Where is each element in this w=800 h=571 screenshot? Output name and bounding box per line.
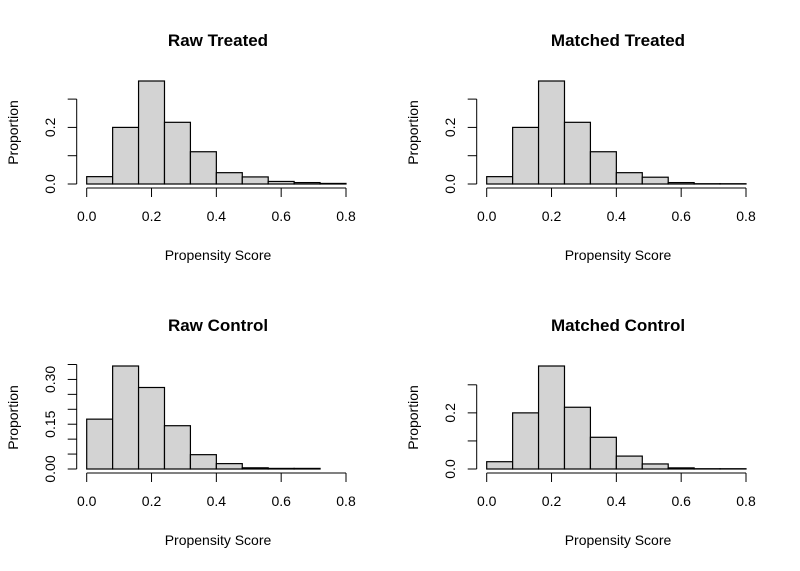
histogram-bar <box>563 406 592 470</box>
y-tick-label: 0.00 <box>42 455 58 482</box>
y-tick-label: 0.0 <box>442 459 458 479</box>
histogram-bar <box>215 463 243 470</box>
panel-title: Matched Control <box>551 316 685 335</box>
y-tick-label: 0.2 <box>42 117 58 137</box>
histogram-bar <box>641 176 669 185</box>
y-axis-label: Proportion <box>405 100 421 165</box>
histogram-bar <box>189 454 217 470</box>
x-tick-label: 0.4 <box>207 493 227 509</box>
histogram-bar <box>86 176 114 185</box>
y-axis-label: Proportion <box>5 100 21 165</box>
y-tick-label: 0.30 <box>42 366 58 393</box>
histogram-panel: 0.0 0.2 0.4 0.6 0.8 0.00 0.15 0.30 Raw Control Pr… <box>5 316 356 548</box>
x-tick-label: 0.8 <box>736 208 756 224</box>
x-tick-label: 0.0 <box>77 208 97 224</box>
x-tick-label: 0.2 <box>142 493 162 509</box>
histogram-bar <box>137 386 166 470</box>
x-tick-label: 0.2 <box>142 208 162 224</box>
histogram-bar <box>293 181 321 185</box>
panel-title: Matched Treated <box>551 31 685 50</box>
histogram-bar <box>241 467 269 470</box>
x-tick-label: 0.4 <box>607 493 627 509</box>
histogram-bar <box>86 418 114 470</box>
histogram-bar <box>589 436 617 470</box>
x-tick-label: 0.6 <box>271 208 291 224</box>
histogram-bar <box>215 172 243 185</box>
y-tick-label: 0.2 <box>442 403 458 423</box>
x-tick-label: 0.8 <box>336 493 356 509</box>
x-tick-label: 0.0 <box>77 493 97 509</box>
x-tick-label: 0.8 <box>736 493 756 509</box>
histogram-bar <box>512 412 540 470</box>
histogram-bar <box>512 126 540 185</box>
x-tick-label: 0.6 <box>671 493 691 509</box>
panel-title: Raw Control <box>168 316 268 335</box>
x-tick-label: 0.8 <box>336 208 356 224</box>
histogram-bar <box>189 151 217 185</box>
x-tick-label: 0.0 <box>477 208 497 224</box>
histogram-bar <box>112 365 140 470</box>
x-axis-label: Propensity Score <box>565 532 672 548</box>
x-tick-label: 0.2 <box>542 208 562 224</box>
y-tick-label: 0.0 <box>442 174 458 194</box>
histogram-bar <box>267 180 295 185</box>
histogram-bar <box>563 121 592 185</box>
y-axis-label: Proportion <box>405 385 421 450</box>
histogram-bar <box>137 80 166 185</box>
histogram-bar <box>537 365 566 470</box>
histogram-bar <box>486 176 514 185</box>
histogram-bar <box>615 455 643 470</box>
histogram-bar <box>667 181 695 185</box>
x-axis-label: Propensity Score <box>165 247 272 263</box>
histogram-bar <box>293 467 321 470</box>
x-tick-label: 0.0 <box>477 493 497 509</box>
histogram-bar <box>615 172 643 185</box>
histogram-bar <box>163 425 192 470</box>
histogram-panel: 0.0 0.2 0.4 0.6 0.8 0.0 0.2 Raw Treated Propensi… <box>5 31 356 263</box>
histogram-bar <box>267 467 295 470</box>
x-tick-label: 0.4 <box>607 208 627 224</box>
histogram-bar <box>589 151 617 185</box>
panel-title: Raw Treated <box>168 31 268 50</box>
x-tick-label: 0.4 <box>207 208 227 224</box>
histogram-bar <box>667 467 695 470</box>
histogram-bar <box>112 126 140 185</box>
histogram-bar <box>641 463 669 470</box>
histogram-bar <box>319 182 347 185</box>
histogram-bar <box>163 121 192 185</box>
x-axis-label: Propensity Score <box>565 247 672 263</box>
y-tick-label: 0.2 <box>442 117 458 137</box>
histogram-panel: 0.0 0.2 0.4 0.6 0.8 0.0 0.2 Matched Treated Prop… <box>405 31 756 263</box>
x-tick-label: 0.2 <box>542 493 562 509</box>
histogram-bar <box>486 461 514 470</box>
y-tick-label: 0.0 <box>42 174 58 194</box>
histogram-panel: 0.0 0.2 0.4 0.6 0.8 0.0 0.2 Matched Control Prop… <box>405 316 756 548</box>
x-axis-label: Propensity Score <box>165 532 272 548</box>
y-tick-label: 0.15 <box>42 410 58 437</box>
histogram-bar <box>241 176 269 185</box>
x-tick-label: 0.6 <box>671 208 691 224</box>
y-axis-label: Proportion <box>5 385 21 450</box>
histogram-bar <box>537 80 566 185</box>
x-tick-label: 0.6 <box>271 493 291 509</box>
